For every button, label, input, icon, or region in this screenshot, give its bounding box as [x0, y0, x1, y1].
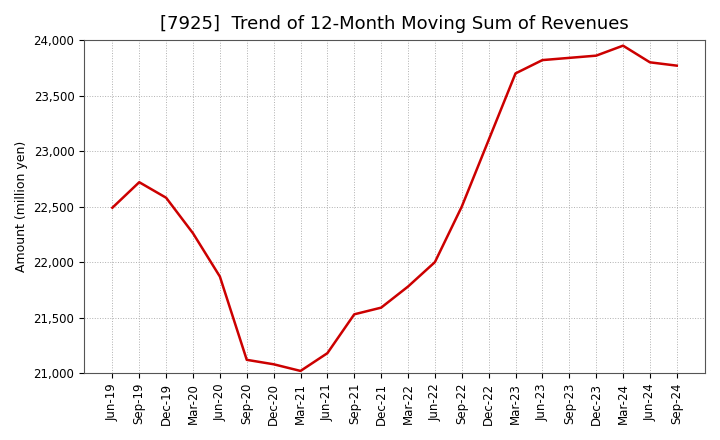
Title: [7925]  Trend of 12-Month Moving Sum of Revenues: [7925] Trend of 12-Month Moving Sum of R… [161, 15, 629, 33]
Y-axis label: Amount (million yen): Amount (million yen) [15, 141, 28, 272]
